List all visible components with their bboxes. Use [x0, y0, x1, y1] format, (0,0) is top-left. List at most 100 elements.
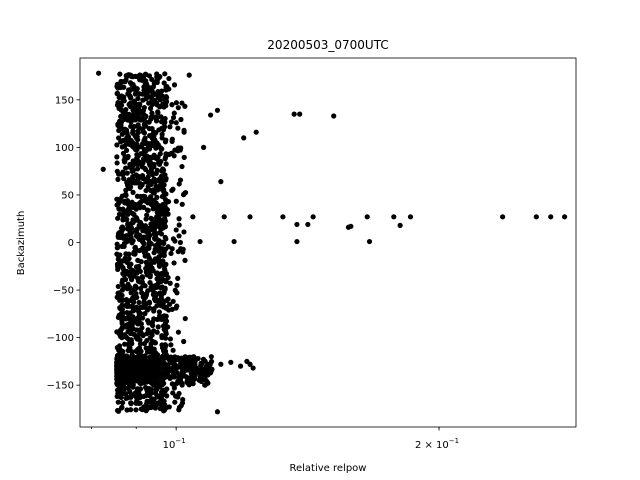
data-point	[165, 274, 171, 281]
data-point	[160, 272, 166, 278]
data-point	[305, 221, 311, 228]
data-point	[132, 390, 138, 396]
data-point	[151, 250, 157, 256]
data-point	[181, 127, 187, 133]
data-point	[562, 214, 568, 220]
data-point	[140, 294, 146, 300]
data-point	[156, 394, 162, 400]
data-point	[171, 370, 177, 376]
data-point	[192, 356, 198, 363]
data-point	[114, 154, 120, 160]
data-point	[175, 125, 181, 131]
y-tick-label: 0	[68, 238, 74, 249]
data-point	[124, 73, 130, 80]
data-point	[142, 311, 148, 317]
data-point	[120, 264, 126, 271]
data-point	[154, 270, 160, 276]
data-point	[135, 74, 141, 80]
data-point	[154, 303, 160, 309]
data-point	[123, 147, 130, 154]
data-point	[195, 370, 201, 376]
data-point	[177, 177, 184, 183]
data-point	[129, 321, 136, 327]
data-point	[134, 304, 140, 310]
data-point	[214, 107, 221, 113]
data-point	[146, 329, 152, 335]
data-point	[138, 330, 144, 336]
data-point	[162, 71, 168, 77]
data-point	[174, 282, 180, 288]
data-point	[114, 407, 121, 414]
data-point	[96, 70, 102, 76]
data-point	[126, 363, 132, 369]
data-point	[136, 263, 142, 269]
data-point	[116, 122, 122, 128]
data-point	[207, 370, 214, 376]
data-point	[148, 114, 154, 120]
data-point	[161, 252, 167, 259]
data-point	[159, 88, 165, 94]
data-point	[145, 174, 151, 180]
data-point	[139, 357, 145, 363]
data-point	[127, 376, 133, 382]
data-point	[171, 82, 178, 88]
data-point	[130, 81, 136, 88]
data-point	[181, 229, 187, 235]
data-point	[114, 90, 121, 96]
data-point	[122, 143, 128, 149]
data-point	[127, 93, 133, 99]
data-point	[169, 136, 175, 142]
data-point	[154, 246, 161, 253]
data-point	[163, 161, 169, 167]
data-point	[123, 111, 129, 117]
data-point	[180, 372, 186, 378]
data-point	[125, 281, 131, 287]
data-point	[135, 95, 141, 102]
data-point	[163, 154, 169, 160]
data-point	[146, 100, 152, 106]
data-point	[156, 213, 162, 219]
data-point	[157, 182, 163, 189]
data-point	[150, 134, 157, 140]
data-point	[164, 393, 170, 399]
data-point	[294, 238, 300, 245]
data-point	[162, 321, 168, 327]
data-point	[122, 158, 128, 165]
data-point	[241, 135, 247, 141]
data-point	[123, 395, 129, 401]
data-point	[124, 259, 130, 266]
data-point	[169, 246, 175, 252]
data-point	[137, 310, 143, 316]
data-point	[179, 360, 185, 366]
data-point	[114, 160, 120, 166]
data-point	[151, 223, 158, 229]
data-point	[171, 260, 177, 266]
data-point	[155, 356, 161, 362]
data-point	[149, 187, 155, 193]
data-point	[144, 212, 150, 218]
data-point	[125, 347, 131, 354]
data-point	[139, 238, 146, 245]
data-point	[173, 100, 180, 106]
data-point	[175, 105, 181, 111]
data-point	[133, 407, 139, 413]
data-point	[175, 329, 182, 335]
data-point	[114, 241, 120, 247]
data-point	[146, 320, 152, 326]
data-points	[96, 70, 568, 415]
data-point	[165, 365, 171, 372]
data-point	[161, 266, 168, 272]
data-point	[179, 163, 185, 170]
data-point	[137, 386, 144, 392]
data-point	[130, 220, 136, 226]
data-point	[158, 285, 164, 291]
data-point	[146, 305, 153, 311]
data-point	[148, 390, 154, 396]
data-point	[140, 175, 146, 182]
data-point	[170, 114, 177, 121]
data-point	[118, 78, 124, 85]
data-point	[182, 103, 188, 109]
data-point	[161, 189, 167, 195]
data-point	[126, 101, 132, 108]
data-point	[143, 96, 149, 102]
